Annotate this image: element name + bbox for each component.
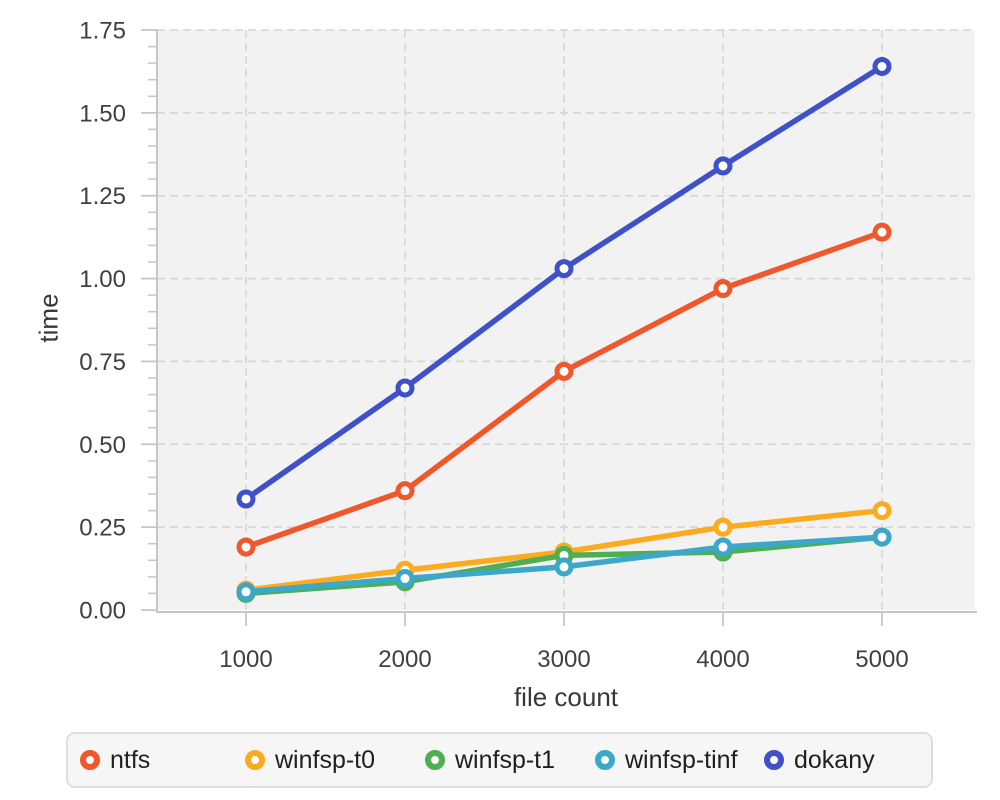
ntfs-marker	[713, 279, 733, 299]
dokany-marker	[236, 489, 256, 509]
winfsp-t0-marker	[872, 501, 892, 521]
legend-label: winfsp-t1	[455, 745, 556, 774]
legend-label: dokany	[794, 745, 875, 774]
dokany-marker	[554, 259, 574, 279]
x-tick-label: 5000	[855, 646, 908, 673]
legend-item-ntfs: ntfs	[80, 746, 245, 775]
winfsp-tinf-marker	[872, 527, 892, 547]
dokany-marker	[395, 378, 415, 398]
winfsp-t1-marker-icon	[425, 750, 445, 770]
dokany-marker	[713, 156, 733, 176]
x-tick-label: 1000	[219, 646, 272, 673]
plot-area: 0.00 0.25 0.50 0.75 1.00 1.25 1.50 1.75 1000 2000…	[79, 18, 977, 673]
ntfs-marker	[236, 537, 256, 557]
legend-item-dokany: dokany	[764, 746, 875, 775]
y-tick-label: 0.00	[79, 598, 126, 625]
legend-label: winfsp-t0	[275, 745, 376, 774]
y-tick-label: 1.50	[79, 100, 126, 127]
x-tick-label: 3000	[537, 646, 590, 673]
winfsp-tinf-marker	[713, 537, 733, 557]
legend-label: winfsp-tinf	[625, 745, 738, 774]
y-tick-label: 1.25	[79, 183, 126, 210]
winfsp-tinf-marker-icon	[595, 750, 615, 770]
legend-item-winfsp-t1: winfsp-t1	[425, 746, 595, 775]
legend-item-winfsp-t0: winfsp-t0	[245, 746, 425, 775]
y-tick-label: 0.75	[79, 349, 126, 376]
dokany-marker	[872, 56, 892, 76]
y-tick-label: 1.75	[79, 18, 126, 45]
winfsp-tinf-marker	[236, 582, 256, 602]
winfsp-t0-marker	[713, 517, 733, 537]
plot-background	[157, 30, 975, 610]
ntfs-marker	[872, 222, 892, 242]
legend-item-winfsp-tinf: winfsp-tinf	[595, 746, 764, 775]
legend: ntfs winfsp-t0 winfsp-t1 winfsp-tinf dokany	[66, 732, 933, 788]
y-tick-label: 1.00	[79, 266, 126, 293]
y-tick-label: 0.50	[79, 432, 126, 459]
winfsp-tinf-marker	[554, 557, 574, 577]
ntfs-marker	[554, 361, 574, 381]
ntfs-marker	[395, 481, 415, 501]
winfsp-t0-marker-icon	[245, 750, 265, 770]
y-axis-label: time	[33, 293, 64, 343]
x-tick-label: 4000	[696, 646, 749, 673]
y-tick-label: 0.25	[79, 515, 126, 542]
x-tick-label: 2000	[378, 646, 431, 673]
ntfs-marker-icon	[80, 750, 100, 770]
dokany-marker-icon	[764, 750, 784, 770]
legend-label: ntfs	[110, 745, 151, 774]
x-axis-label: file count	[513, 682, 619, 712]
winfsp-tinf-marker	[395, 569, 415, 589]
